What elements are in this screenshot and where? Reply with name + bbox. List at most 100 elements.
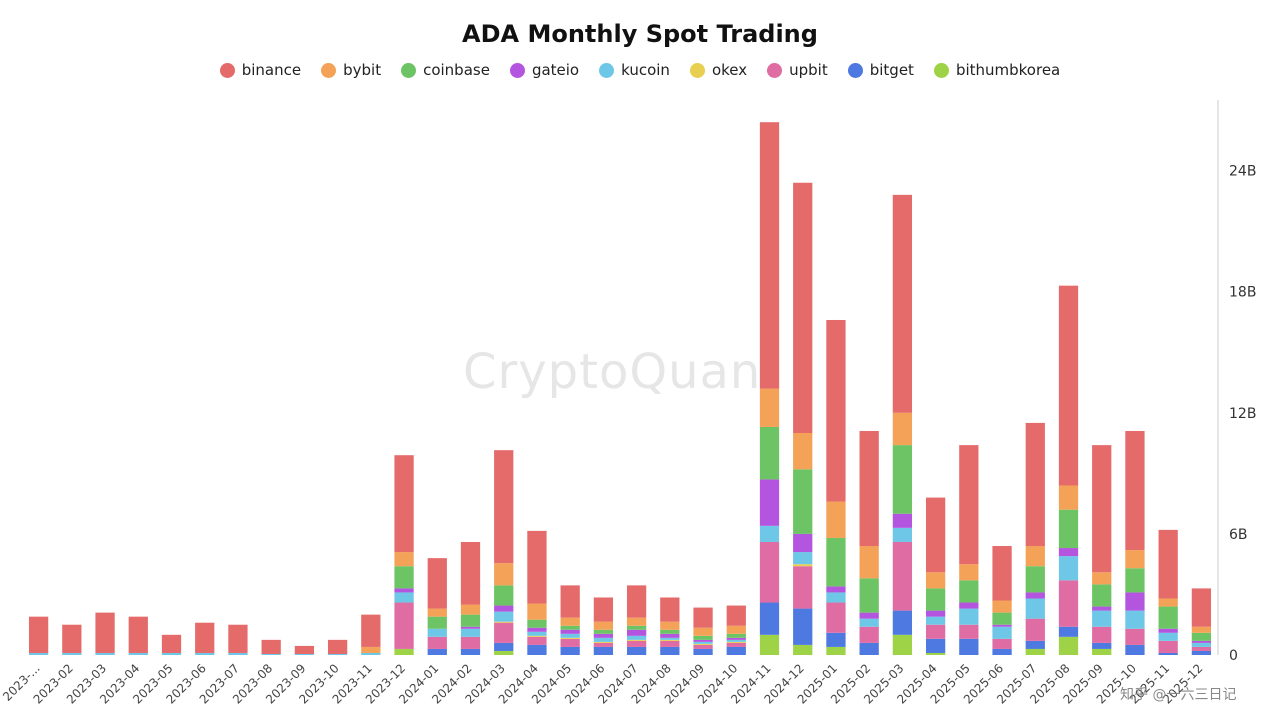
- bar-segment-coinbase: [427, 616, 447, 629]
- bar-segment-gateio: [394, 588, 414, 593]
- legend-item-upbit[interactable]: upbit: [767, 61, 828, 79]
- bar-segment-coinbase: [494, 585, 514, 606]
- bar-segment-kucoin: [161, 652, 182, 655]
- bar-segment-bithumbkorea: [793, 644, 813, 655]
- bar-segment-binance: [1158, 529, 1178, 599]
- bar-segment-binance: [28, 616, 49, 653]
- bar-segment-coinbase: [560, 625, 580, 630]
- bar-segment-kucoin: [992, 626, 1012, 639]
- bar-segment-bitget: [892, 610, 913, 635]
- legend-item-coinbase[interactable]: coinbase: [401, 61, 490, 79]
- bar-segment-upbit: [394, 602, 414, 649]
- bar-segment-binance: [892, 194, 913, 413]
- bar-segment-bithumbkorea: [394, 648, 414, 655]
- bar-segment-upbit: [1158, 640, 1178, 653]
- bar-segment-binance: [726, 605, 746, 626]
- bar-segment-okex: [494, 621, 514, 623]
- bar-segment-binance: [1191, 588, 1212, 627]
- bar-segment-bitget: [859, 642, 879, 655]
- bar-segment-bybit: [726, 625, 746, 634]
- y-tick-label: 0: [1229, 648, 1238, 664]
- bar-segment-kucoin: [28, 652, 49, 655]
- bar-segment-coinbase: [626, 625, 647, 630]
- legend-item-okex[interactable]: okex: [689, 61, 747, 79]
- y-tick-label: 6B: [1229, 527, 1248, 543]
- bar-segment-kucoin: [427, 628, 447, 637]
- bar-segment-bybit: [1191, 626, 1212, 633]
- bar-segment-bitget: [793, 608, 813, 645]
- bar-segment-bybit: [660, 621, 680, 630]
- bar-segment-bitget: [1058, 626, 1079, 637]
- bar-segment-kucoin: [959, 608, 979, 625]
- bar-segment-kucoin: [1058, 556, 1079, 581]
- bar-segment-kucoin: [826, 592, 846, 603]
- legend-dot: [847, 62, 863, 78]
- bar-segment-gateio: [859, 612, 879, 619]
- bar-segment-gateio: [892, 513, 913, 528]
- bar-segment-gateio: [1191, 640, 1212, 643]
- bar-segment-coinbase: [925, 588, 946, 611]
- bar-segment-binance: [626, 585, 647, 618]
- legend-item-bybit[interactable]: bybit: [321, 61, 381, 79]
- legend-item-bitget[interactable]: bitget: [847, 61, 914, 79]
- bar-segment-binance: [593, 597, 614, 622]
- bar-segment-upbit: [759, 541, 780, 603]
- legend-item-gateio[interactable]: gateio: [509, 61, 579, 79]
- bar-segment-bybit: [759, 388, 780, 427]
- bar-segment-binance: [95, 612, 115, 653]
- bar-segment-upbit: [626, 640, 647, 647]
- bar-segment-binance: [826, 319, 846, 502]
- bar-segment-kucoin: [394, 592, 414, 603]
- bar-segment-binance: [427, 558, 447, 609]
- bar-segment-kucoin: [228, 652, 248, 655]
- bar-segment-gateio: [1025, 592, 1045, 599]
- bar-segment-coinbase: [826, 537, 846, 587]
- bar-segment-bithumbkorea: [759, 634, 780, 655]
- bar-segment-bybit: [427, 608, 447, 617]
- bar-segment-coinbase: [793, 469, 813, 534]
- bar-segment-bybit: [1058, 485, 1079, 510]
- bar-segment-upbit: [693, 644, 713, 649]
- bar-segment-gateio: [593, 633, 614, 638]
- bar-segment-kucoin: [128, 652, 148, 655]
- bar-segment-gateio: [1125, 592, 1145, 611]
- bar-segment-upbit: [1092, 626, 1112, 643]
- bar-segment-coinbase: [1158, 606, 1178, 629]
- legend-dot: [219, 62, 235, 78]
- bar-segment-gateio: [793, 533, 813, 553]
- bar-segment-binance: [128, 616, 148, 653]
- legend-item-kucoin[interactable]: kucoin: [599, 61, 670, 79]
- bar-segment-kucoin: [793, 552, 813, 565]
- bar-segment-coinbase: [1025, 566, 1045, 593]
- bar-segment-bybit: [1092, 572, 1112, 585]
- legend-dot: [509, 62, 525, 78]
- bar-segment-bitget: [759, 602, 780, 635]
- bar-segment-binance: [460, 541, 481, 605]
- legend-item-bithumbkorea[interactable]: bithumbkorea: [933, 61, 1060, 79]
- bar-segment-kucoin: [660, 637, 680, 640]
- bar-segment-bitget: [626, 646, 647, 655]
- bar-segment-coinbase: [660, 629, 680, 634]
- bar-segment-kucoin: [494, 611, 514, 622]
- bar-segment-upbit: [959, 624, 979, 639]
- bar-segment-bybit: [560, 617, 580, 626]
- bar-segment-bitget: [693, 648, 713, 655]
- bar-segment-binance: [1058, 285, 1079, 486]
- bar-segment-bybit: [959, 564, 979, 581]
- watermark: CryptoQuant: [463, 344, 782, 400]
- bar-segment-bitget: [826, 632, 846, 647]
- bar-segment-kucoin: [859, 618, 879, 627]
- legend-dot: [689, 62, 705, 78]
- bar-segment-coinbase: [759, 426, 780, 480]
- bar-segment-kucoin: [925, 616, 946, 625]
- bar-segment-coinbase: [726, 633, 746, 638]
- legend-item-binance[interactable]: binance: [219, 61, 301, 79]
- bar-segment-gateio: [560, 629, 580, 634]
- bar-segment-bitget: [660, 646, 680, 655]
- legend-label: coinbase: [423, 61, 490, 79]
- bar-segment-coinbase: [1058, 509, 1079, 549]
- bar-segment-gateio: [959, 602, 979, 609]
- bar-segment-coinbase: [959, 580, 979, 603]
- bar-segment-kucoin: [195, 652, 215, 655]
